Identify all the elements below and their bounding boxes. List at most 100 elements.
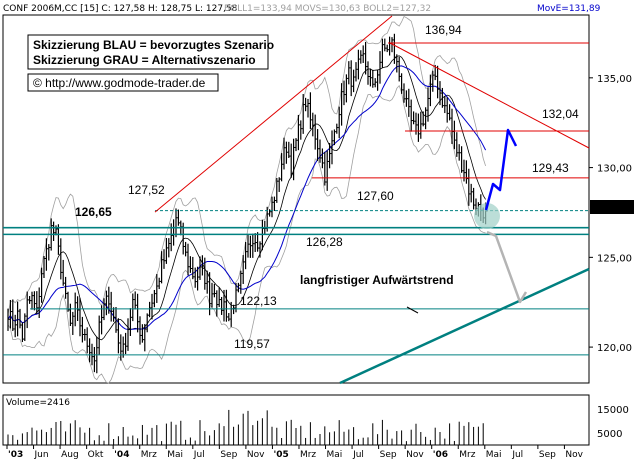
- price-bar: [453, 120, 457, 150]
- moving-average-fast: [7, 55, 486, 341]
- level-label-132-04: 132,04: [542, 107, 579, 121]
- price-bar: [115, 307, 118, 333]
- level-label-126-28: 126,28: [306, 235, 343, 249]
- price-bar: [187, 243, 190, 276]
- x-tick-label: Okt: [88, 450, 104, 460]
- resistance-trendline-down: [389, 42, 590, 149]
- price-bar: [405, 90, 409, 107]
- price-bar: [124, 332, 128, 355]
- price-bar: [309, 92, 313, 129]
- price-bar: [386, 44, 390, 53]
- x-tick-label: Sep: [380, 450, 397, 460]
- price-bar: [331, 130, 334, 165]
- last-price-box: [590, 200, 634, 214]
- price-bar: [194, 267, 198, 288]
- price-bar: [129, 308, 133, 336]
- price-bar: [237, 282, 241, 293]
- price-bar: [273, 196, 277, 211]
- long-term-uptrend-line: [339, 267, 590, 385]
- copyright-link[interactable]: © http://www.godmode-trader.de: [33, 76, 206, 90]
- level-label-122-13: 122,13: [240, 294, 277, 308]
- price-bar: [57, 224, 61, 255]
- legend-box: [27, 34, 269, 70]
- price-bar: [233, 304, 236, 315]
- price-bar: [19, 308, 22, 329]
- price-bar: [84, 328, 87, 341]
- price-bar: [9, 299, 13, 329]
- price-bar: [396, 54, 399, 73]
- price-bar: [21, 322, 25, 343]
- annotation-uptrend: langfristiger Aufwärtstrend: [300, 273, 454, 287]
- price-bar: [324, 151, 327, 186]
- price-bar: [228, 313, 231, 322]
- price-bar: [197, 266, 200, 291]
- price-bar: [156, 274, 159, 303]
- price-bar: [14, 314, 18, 338]
- x-tick-label: Mai: [327, 450, 343, 460]
- price-bar: [283, 137, 286, 170]
- price-bar: [461, 146, 464, 173]
- price-bar: [333, 129, 337, 146]
- annotation-127-52: 127,52: [128, 183, 165, 197]
- level-label-129-43: 129,43: [532, 161, 569, 175]
- bollinger-bands: [7, 15, 486, 384]
- x-tick-label: Sep: [539, 450, 556, 460]
- scenario-blue-path: [484, 128, 518, 211]
- price-bar: [281, 153, 284, 182]
- price-bar: [38, 287, 42, 319]
- price-bar: [369, 68, 373, 87]
- price-bar: [401, 73, 404, 94]
- price-bar: [384, 38, 387, 52]
- price-bar: [112, 307, 116, 322]
- price-bar: [86, 327, 90, 354]
- price-bar: [79, 297, 82, 337]
- price-bar: [72, 311, 75, 335]
- price-bar: [259, 241, 262, 258]
- price-bar: [425, 107, 428, 130]
- x-tick-label: Mrz: [141, 450, 157, 460]
- x-tick-label: Mai: [486, 450, 502, 460]
- price-bar: [439, 81, 442, 106]
- price-bar: [161, 251, 164, 284]
- price-bar: [52, 221, 56, 242]
- price-bar: [64, 276, 68, 299]
- price-bar: [300, 120, 303, 140]
- price-bar: [204, 257, 207, 290]
- level-label-127-60: 127,60: [357, 189, 394, 203]
- y-tick-label: 135,00: [597, 74, 632, 85]
- axes: 120,00 125,00 130,00 135,00 15000 5000 '03 Jun A…: [6, 74, 632, 460]
- plot-frame: [2, 14, 590, 384]
- price-bar: [434, 64, 438, 81]
- price-bar: [372, 69, 375, 88]
- price-bar: [456, 132, 459, 157]
- price-bar: [432, 70, 435, 92]
- price-bar: [98, 315, 102, 355]
- bollinger-upper: [7, 15, 486, 314]
- price-bar: [290, 143, 294, 178]
- price-bar: [163, 249, 166, 269]
- price-bar: [29, 296, 32, 304]
- price-bar: [144, 323, 147, 352]
- x-tick-label: Sep: [220, 450, 237, 460]
- price-bar: [329, 142, 332, 169]
- price-bar: [213, 283, 217, 298]
- price-bar: [326, 150, 330, 191]
- price-bar: [151, 293, 154, 320]
- price-bar: [149, 301, 152, 318]
- price-bar: [122, 336, 126, 358]
- x-tick-label: '06: [433, 450, 448, 460]
- moving-average-slow: [7, 65, 487, 330]
- scenario-grey-path: [486, 230, 528, 304]
- price-bar: [223, 289, 226, 322]
- level-label-136-94: 136,94: [425, 23, 462, 37]
- price-bar: [252, 233, 255, 258]
- volume-tick-label: 5000: [597, 429, 622, 440]
- price-bar: [254, 233, 258, 253]
- price-bar: [48, 244, 51, 261]
- price-bar: [240, 270, 243, 294]
- price-bar: [43, 256, 46, 279]
- price-bar: [271, 196, 274, 218]
- price-bar: [362, 45, 366, 63]
- price-bar: [218, 287, 222, 307]
